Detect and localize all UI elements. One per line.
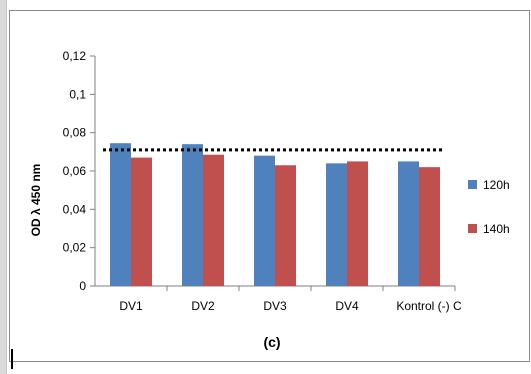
- window-left-edge: [0, 0, 7, 374]
- x-tick-label: DV3: [263, 299, 287, 313]
- y-tick-label: 0,02: [63, 241, 87, 255]
- legend-swatch-120h: [468, 180, 477, 189]
- bar-140h-DV1: [131, 157, 152, 286]
- y-axis-label: OD λ 450 nm: [29, 164, 43, 237]
- y-tick-label: 0,08: [63, 126, 87, 140]
- legend-label-140h: 140h: [483, 222, 510, 236]
- x-tick-label: DV4: [335, 299, 359, 313]
- bar-120h-Kontrol (-) C: [398, 161, 419, 286]
- y-tick-label: 0,1: [69, 87, 86, 101]
- y-ticks: 0 0,02 0,04 0,06 0,08 0,1 0,12: [63, 49, 95, 293]
- x-tick-label: DV1: [119, 299, 143, 313]
- chart-caption: (c): [263, 334, 280, 350]
- legend: 120h 140h: [468, 178, 510, 236]
- bar-140h-DV4: [347, 161, 368, 286]
- y-tick-label: 0,04: [63, 202, 87, 216]
- y-tick-label: 0,12: [63, 49, 87, 63]
- bar-140h-DV2: [203, 154, 224, 286]
- x-tick-label: Kontrol (-) C: [396, 299, 462, 313]
- bar-140h-Kontrol (-) C: [419, 167, 440, 286]
- text-cursor: [11, 349, 13, 369]
- legend-label-120h: 120h: [483, 178, 510, 192]
- bar-120h-DV4: [326, 163, 347, 286]
- chart-area-border: [9, 10, 530, 362]
- bar-120h-DV2: [182, 144, 203, 286]
- bar-120h-DV1: [110, 143, 131, 286]
- legend-swatch-140h: [468, 224, 477, 233]
- bar-120h-DV3: [254, 155, 275, 286]
- bar-140h-DV3: [275, 165, 296, 286]
- y-tick-label: 0,06: [63, 164, 87, 178]
- x-tick-labels: DV1 DV2 DV3 DV4 Kontrol (-) C: [119, 286, 462, 313]
- y-tick-label: 0: [79, 279, 86, 293]
- x-tick-label: DV2: [191, 299, 215, 313]
- bars: [110, 143, 440, 286]
